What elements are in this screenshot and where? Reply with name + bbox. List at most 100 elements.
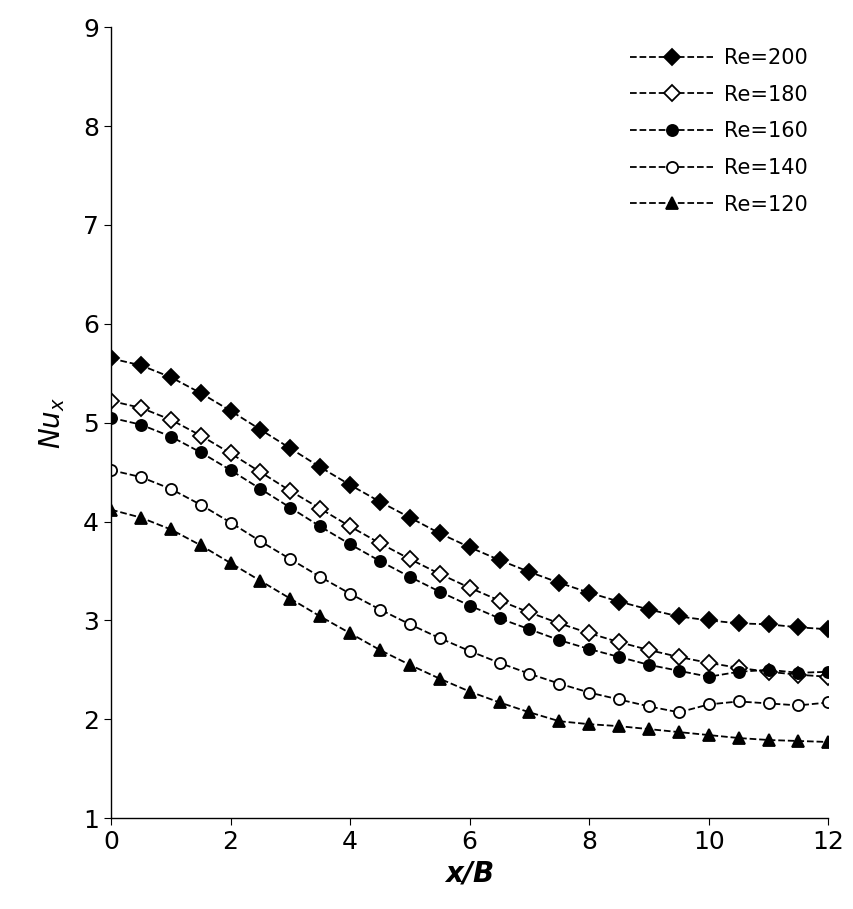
Re=180 bbox=[374, 538, 385, 549]
Re=160 bbox=[613, 652, 624, 663]
Re=160 bbox=[673, 665, 683, 676]
Re=140 bbox=[673, 707, 683, 718]
Re=200 bbox=[195, 387, 206, 398]
Re=160 bbox=[315, 521, 325, 532]
Line: Re=140: Re=140 bbox=[105, 464, 833, 718]
Re=120 bbox=[554, 715, 564, 726]
Re=200 bbox=[554, 577, 564, 588]
Re=180 bbox=[404, 554, 415, 564]
Re=180 bbox=[613, 636, 624, 647]
Re=120 bbox=[315, 611, 325, 622]
Re=140 bbox=[583, 687, 594, 698]
Re=180 bbox=[315, 504, 325, 514]
Y-axis label: $\mathit{Nu_x}$: $\mathit{Nu_x}$ bbox=[37, 396, 67, 449]
Re=120 bbox=[136, 512, 146, 523]
Re=140 bbox=[106, 464, 116, 475]
Re=120 bbox=[225, 557, 235, 568]
Re=140 bbox=[285, 554, 295, 564]
Re=140 bbox=[374, 604, 385, 615]
Re=180 bbox=[165, 415, 176, 425]
Re=140 bbox=[763, 698, 773, 709]
Re=160 bbox=[165, 431, 176, 442]
Line: Re=180: Re=180 bbox=[105, 395, 833, 683]
Re=120 bbox=[583, 719, 594, 730]
Re=120 bbox=[195, 540, 206, 551]
Re=200 bbox=[374, 496, 385, 507]
Re=160 bbox=[136, 419, 146, 430]
Re=180 bbox=[643, 644, 653, 655]
Re=120 bbox=[464, 686, 474, 697]
Re=200 bbox=[673, 611, 683, 622]
Re=200 bbox=[822, 624, 833, 634]
Line: Re=200: Re=200 bbox=[105, 353, 833, 634]
Re=200 bbox=[643, 604, 653, 615]
Re=140 bbox=[524, 668, 534, 679]
Re=180 bbox=[822, 671, 833, 682]
Re=120 bbox=[285, 594, 295, 604]
Re=120 bbox=[703, 730, 713, 741]
Re=160 bbox=[554, 634, 564, 645]
Re=160 bbox=[763, 664, 773, 675]
Re=140 bbox=[703, 699, 713, 710]
Re=180 bbox=[554, 618, 564, 629]
Re=200 bbox=[434, 528, 444, 539]
Re=120 bbox=[404, 659, 415, 670]
Re=180 bbox=[703, 657, 713, 668]
Re=180 bbox=[255, 466, 265, 477]
Re=160 bbox=[404, 572, 415, 583]
Re=160 bbox=[494, 613, 504, 624]
Re=140 bbox=[136, 472, 146, 483]
Re=180 bbox=[464, 583, 474, 594]
Re=200 bbox=[763, 619, 773, 630]
Re=120 bbox=[524, 707, 534, 718]
Re=180 bbox=[136, 403, 146, 414]
Re=120 bbox=[733, 733, 743, 744]
Re=160 bbox=[255, 484, 265, 494]
X-axis label: x/B: x/B bbox=[444, 860, 494, 887]
Re=180 bbox=[733, 663, 743, 674]
Re=180 bbox=[763, 666, 773, 677]
Re=160 bbox=[374, 555, 385, 566]
Re=140 bbox=[195, 499, 206, 510]
Re=120 bbox=[763, 734, 773, 745]
Re=120 bbox=[822, 736, 833, 747]
Re=180 bbox=[494, 595, 504, 606]
Re=200 bbox=[106, 353, 116, 364]
Re=120 bbox=[106, 504, 116, 515]
Re=160 bbox=[195, 447, 206, 458]
Re=140 bbox=[733, 696, 743, 707]
Re=120 bbox=[434, 674, 444, 684]
Re=140 bbox=[315, 572, 325, 583]
Re=160 bbox=[434, 586, 444, 597]
Legend: Re=200, Re=180, Re=160, Re=140, Re=120: Re=200, Re=180, Re=160, Re=140, Re=120 bbox=[618, 37, 817, 225]
Re=140 bbox=[822, 697, 833, 708]
Re=200 bbox=[285, 443, 295, 454]
Re=200 bbox=[464, 542, 474, 553]
Re=180 bbox=[285, 485, 295, 496]
Re=180 bbox=[524, 607, 534, 618]
Re=140 bbox=[434, 633, 444, 644]
Re=200 bbox=[165, 372, 176, 383]
Line: Re=160: Re=160 bbox=[105, 412, 833, 683]
Re=140 bbox=[464, 645, 474, 656]
Re=140 bbox=[613, 694, 624, 705]
Re=160 bbox=[225, 464, 235, 475]
Re=160 bbox=[464, 600, 474, 611]
Re=160 bbox=[792, 667, 803, 678]
Re=160 bbox=[524, 624, 534, 634]
Re=160 bbox=[703, 671, 713, 682]
Re=200 bbox=[345, 480, 355, 491]
Re=140 bbox=[165, 484, 176, 494]
Re=180 bbox=[434, 568, 444, 579]
Re=180 bbox=[195, 430, 206, 441]
Re=140 bbox=[404, 619, 415, 630]
Re=140 bbox=[225, 517, 235, 528]
Re=160 bbox=[733, 666, 743, 677]
Re=160 bbox=[583, 644, 594, 654]
Re=200 bbox=[315, 462, 325, 473]
Re=180 bbox=[345, 521, 355, 532]
Re=180 bbox=[106, 395, 116, 406]
Re=180 bbox=[583, 628, 594, 639]
Re=200 bbox=[792, 622, 803, 633]
Re=120 bbox=[494, 697, 504, 708]
